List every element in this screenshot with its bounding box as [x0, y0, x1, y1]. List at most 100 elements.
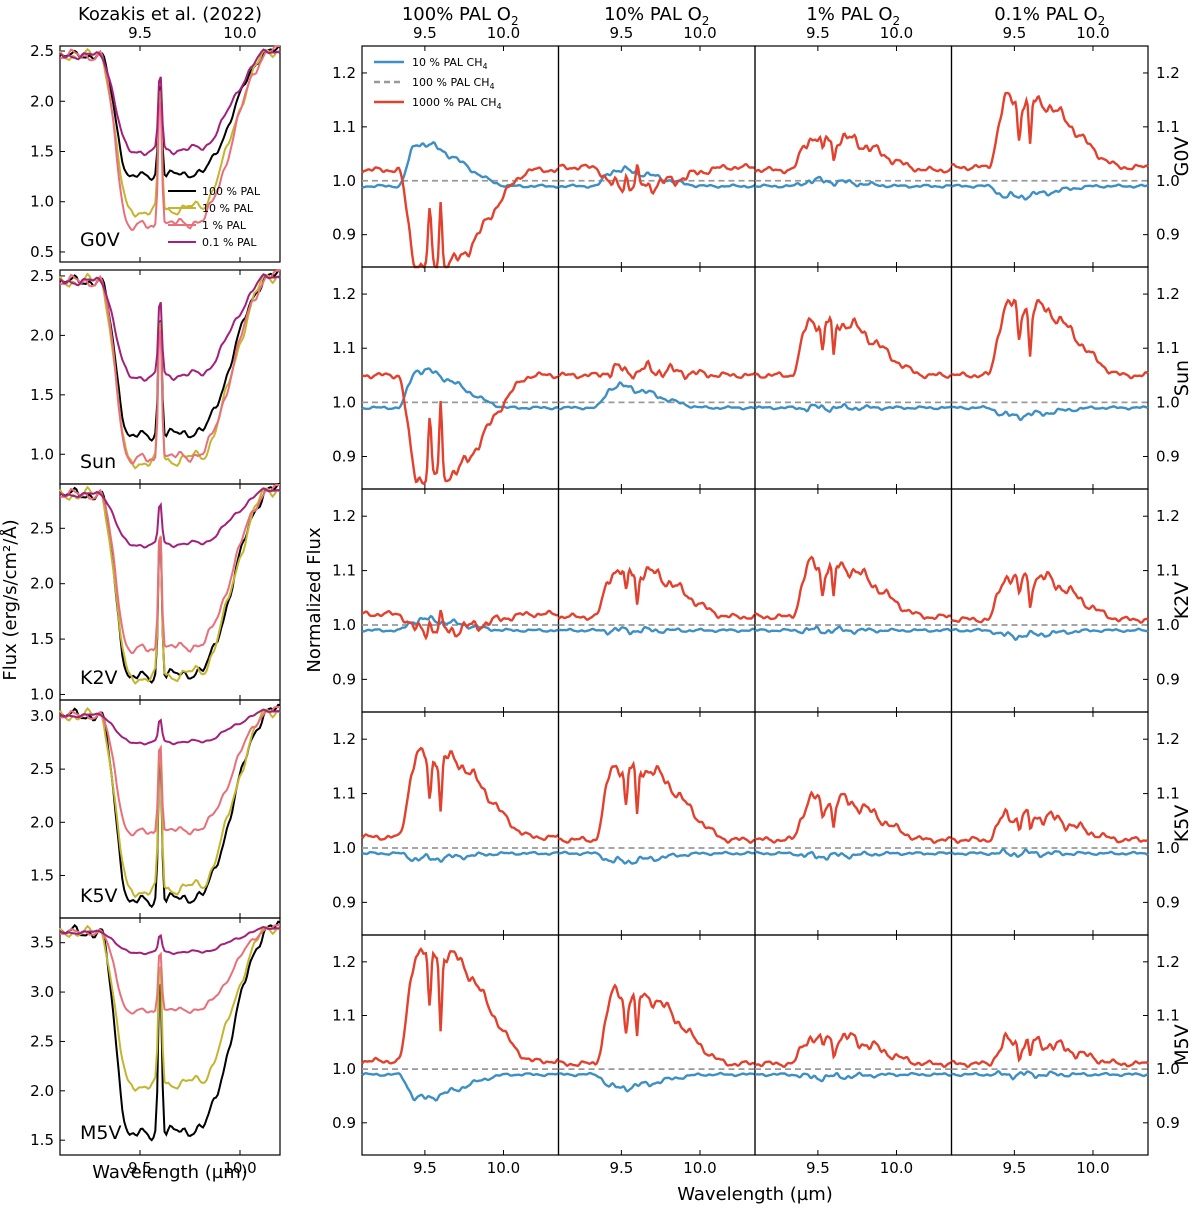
star-label-left: K2V [80, 667, 118, 689]
y-tick-label-right: 1.0 [1156, 839, 1180, 857]
left-y-axis-label: Flux (erg/s/cm²/Å) [0, 519, 21, 680]
y-tick-label: 0.9 [332, 448, 356, 466]
right-panel-r0-c1: 9.5 10.0 [557, 24, 756, 268]
y-tick-label: 2.0 [30, 1082, 54, 1100]
right-panel-frame [557, 266, 756, 490]
series-line-0 [59, 920, 281, 1142]
series-line-10pct-ch4 [558, 164, 756, 189]
y-tick-label: 0.9 [332, 670, 356, 688]
right-panel-r2-c2 [754, 488, 953, 713]
series-line-1000pct-ch4 [950, 91, 1149, 172]
column-title-3: 0.1% PAL O2 [994, 4, 1105, 28]
series-line-2 [59, 705, 281, 837]
right-panel-r3-c0: 0.9 1.0 1.1 1.2 [332, 711, 560, 936]
right-panel-frame [754, 266, 953, 490]
y-tick-label: 2.0 [30, 575, 54, 593]
series-line-1000pct-ch4 [754, 790, 952, 845]
right-panel-frame [557, 711, 756, 936]
legend-label: 10 % PAL CH4 [412, 56, 488, 71]
y-tick-label: 1.0 [332, 172, 356, 190]
y-tick-label: 2.5 [30, 1032, 54, 1050]
right-panel-frame [557, 934, 756, 1156]
y-tick-label: 2.0 [30, 813, 54, 831]
legend-label: 10 % PAL [202, 202, 254, 215]
y-tick-label: 1.0 [332, 1060, 356, 1078]
series-line-1000pct-ch4 [950, 570, 1149, 624]
x-tick-label: 9.5 [128, 1159, 152, 1177]
y-tick-label: 1.0 [332, 616, 356, 634]
series-line-10pct-ch4 [361, 141, 560, 189]
series-line-1000pct-ch4 [361, 746, 560, 842]
y-tick-label-right: 1.2 [1156, 730, 1180, 748]
right-panel-r0-c2: 9.5 10.0 [754, 24, 953, 268]
y-tick-label: 1.2 [332, 730, 356, 748]
right-panel-frame [950, 266, 1149, 490]
series-line-10pct-ch4 [754, 625, 952, 636]
right-panel-r4-c0: 0.9 1.0 1.1 1.2 9.5 10.0 [332, 934, 560, 1177]
y-tick-label-right: 0.9 [1156, 448, 1180, 466]
series-line-0 [59, 483, 280, 684]
x-tick-label-top: 9.5 [806, 24, 830, 42]
series-line-1000pct-ch4 [557, 359, 756, 381]
series-line-1000pct-ch4 [558, 983, 756, 1068]
y-tick-label-right: 1.1 [1156, 785, 1180, 803]
y-tick-label: 0.9 [332, 893, 356, 911]
series-line-3 [59, 708, 281, 746]
series-line-1000pct-ch4 [361, 947, 560, 1065]
series-line-10pct-ch4 [558, 380, 756, 411]
series-line-10pct-ch4 [558, 1071, 756, 1093]
right-panel-frame [754, 488, 953, 713]
x-tick-label: 10.0 [1076, 1159, 1109, 1177]
right-panel-frame [361, 711, 560, 936]
y-tick-label: 1.2 [332, 507, 356, 525]
x-tick-label-top: 10.0 [487, 24, 520, 42]
y-tick-label: 2.0 [30, 92, 54, 110]
right-panel-r3-c2 [754, 711, 953, 936]
series-line-10pct-ch4 [361, 614, 559, 633]
series-line-0 [59, 45, 281, 182]
series-line-10pct-ch4 [755, 1071, 952, 1083]
left-panel-sun: 1.0 1.5 2.0 2.5 Sun [30, 267, 281, 485]
series-line-10pct-ch4 [950, 847, 1149, 859]
x-tick-label-top: 10.0 [683, 24, 716, 42]
series-line-10pct-ch4 [754, 402, 952, 413]
series-line-10pct-ch4 [361, 1071, 559, 1102]
series-line-1000pct-ch4 [950, 1031, 1149, 1069]
right-panel-frame [950, 488, 1149, 713]
y-tick-label-right: 1.2 [1156, 64, 1180, 82]
right-panel-frame [754, 45, 953, 268]
right-panel-frame [950, 934, 1149, 1156]
series-line-1000pct-ch4 [951, 807, 1149, 845]
y-tick-label: 1.5 [30, 866, 54, 884]
left-legend: 100 % PAL 10 % PAL 1 % PAL 0.1 % PAL [168, 185, 261, 249]
legend-label: 100 % PAL CH4 [412, 76, 495, 91]
y-tick-label: 1.5 [30, 142, 54, 160]
series-line-10pct-ch4 [558, 625, 756, 636]
column-title-1: 10% PAL O2 [604, 4, 709, 28]
y-tick-label: 1.2 [332, 953, 356, 971]
y-tick-label: 1.0 [30, 193, 54, 211]
y-tick-label: 3.0 [30, 707, 54, 725]
y-tick-label: 1.1 [332, 118, 356, 136]
star-label-left: G0V [80, 229, 120, 251]
legend-label: 1 % PAL [202, 219, 247, 232]
y-tick-label: 1.5 [30, 630, 54, 648]
series-line-2 [59, 45, 281, 231]
series-line-1000pct-ch4 [361, 609, 560, 641]
right-panel-r1-c3: 0.9 1.0 1.1 1.2 [950, 266, 1180, 490]
star-label-left: Sun [80, 451, 116, 473]
y-tick-label: 1.1 [332, 562, 356, 580]
legend-label: 1000 % PAL CH4 [412, 96, 502, 111]
y-tick-label: 1.0 [332, 393, 356, 411]
left-panel-m5v: 1.5 2.0 2.5 3.0 3.5 9.5 10.0 M5V [30, 917, 281, 1177]
series-line-3 [59, 487, 281, 549]
column-title-0: 100% PAL O2 [402, 4, 519, 28]
right-panel-frame [950, 711, 1149, 936]
y-tick-label: 0.9 [332, 226, 356, 244]
right-panel-r2-c0: 0.9 1.0 1.1 1.2 [332, 488, 560, 713]
series-line-10pct-ch4 [361, 367, 559, 411]
series-line-2 [59, 924, 281, 1015]
star-label-right: M5V [1171, 1024, 1193, 1065]
x-tick-label-top: 9.5 [413, 24, 437, 42]
y-tick-label-right: 1.0 [1156, 393, 1180, 411]
